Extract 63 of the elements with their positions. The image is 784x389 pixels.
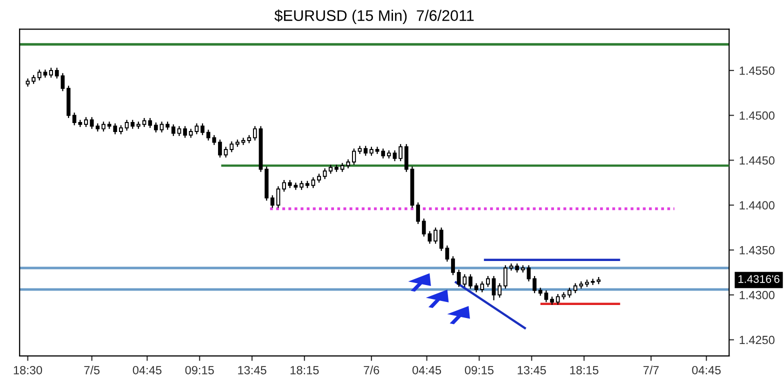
candlestick [37, 69, 42, 81]
candlestick [60, 72, 65, 92]
candlestick [404, 144, 408, 172]
candlestick [124, 119, 129, 132]
candlestick [294, 182, 298, 190]
candlestick [532, 275, 536, 294]
x-tick-label: 18:30 [14, 366, 42, 374]
x-tick-label: 7/6 [364, 366, 380, 374]
candlestick [154, 122, 158, 133]
candlestick [428, 230, 432, 244]
candlestick [451, 256, 455, 276]
candlestick [480, 280, 484, 293]
candlestick [102, 121, 106, 132]
candlestick [218, 139, 222, 158]
candlestick [468, 274, 472, 290]
x-tick-label: 04:45 [412, 366, 442, 374]
x-tick-label: 04:45 [692, 366, 721, 374]
candlestick [568, 287, 572, 298]
text: 1.4316'6 [738, 275, 780, 283]
y-tick-label: 1.4550 [740, 66, 774, 75]
y-tick-label: 1.4400 [740, 201, 774, 210]
candlestick [526, 264, 531, 282]
candlestick [148, 117, 152, 128]
candlestick [486, 275, 490, 288]
candlestick [311, 176, 316, 189]
candlestick [503, 264, 508, 290]
candlestick [276, 186, 280, 208]
y-tick-label: 1.4500 [740, 111, 774, 120]
candlestick [381, 148, 386, 159]
candlestick [492, 275, 496, 301]
y-tick-label: 1.4250 [740, 336, 774, 344]
x-tick-label: 7/5 [84, 366, 100, 374]
candlestick [282, 179, 286, 192]
candlestick [84, 116, 88, 128]
candlestick [253, 126, 257, 142]
x-tick-label: 18:15 [290, 366, 319, 374]
candlestick [392, 150, 397, 162]
candlestick [364, 145, 368, 156]
candlestick [171, 124, 176, 137]
x-tick-label: 04:45 [132, 366, 162, 374]
candlestick [183, 126, 187, 138]
candlestick [422, 218, 426, 238]
y-tick-label: 1.4350 [740, 246, 774, 254]
x-tick-label: 09:15 [185, 366, 214, 374]
candlestick [200, 122, 204, 136]
candlestick [544, 290, 548, 303]
x-tick-label: 7/7 [643, 366, 659, 374]
x-tick-label: 13:45 [238, 366, 266, 374]
candlestick [352, 148, 356, 166]
candlestick [54, 67, 59, 80]
candlestick [498, 282, 502, 298]
candlestick [434, 227, 438, 244]
x-tick-label: 18:15 [570, 366, 598, 374]
candlestick [416, 202, 420, 225]
x-tick-label: 13:45 [518, 366, 546, 374]
x-tick-label: 09:15 [464, 366, 494, 374]
candlestick [398, 144, 403, 162]
candlestick [49, 67, 53, 78]
candlestick [270, 194, 274, 208]
chart-title: $EURUSD (15 Min) 7/6/2011 [274, 10, 474, 24]
y-tick-label: 1.4300 [740, 290, 774, 300]
y-tick-label: 1.4450 [740, 156, 774, 165]
candlestick [177, 126, 182, 137]
